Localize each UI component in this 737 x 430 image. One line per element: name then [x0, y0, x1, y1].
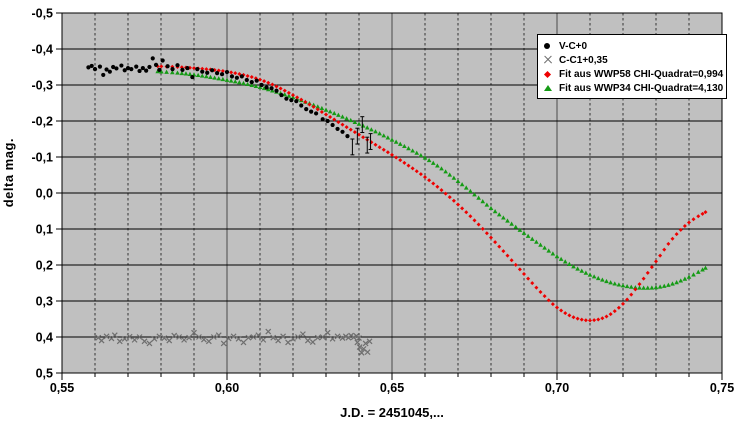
svg-text:0,1: 0,1	[36, 223, 53, 237]
series-fit-wwp34	[155, 69, 708, 290]
legend-item-fit-wwp34: Fit aus WWP34 CHI-Quadrat=4,130	[544, 81, 724, 95]
svg-text:-0,4: -0,4	[31, 43, 53, 57]
error-bars	[350, 116, 373, 156]
series-v-c-points	[86, 56, 350, 139]
svg-text:0,75: 0,75	[710, 381, 734, 395]
x-axis-title: J.D. = 2451045,...	[340, 405, 444, 420]
y-axis-title: delta mag.	[1, 138, 16, 208]
y-axis-ticks	[56, 12, 62, 374]
svg-text:0,2: 0,2	[36, 259, 53, 273]
triangle-marker-icon	[544, 83, 557, 93]
legend-label: C-C1+0,35	[559, 54, 608, 66]
svg-text:-0,2: -0,2	[31, 115, 53, 129]
legend-item-v-c: V-C+0	[544, 39, 724, 53]
svg-text:-0,1: -0,1	[31, 151, 53, 165]
y-tick-labels: -0,5 -0,4 -0,3 -0,2 -0,1 0,0 0,1 0,2 0,3 0,4 0,5	[31, 7, 53, 381]
svg-text:0,4: 0,4	[36, 331, 53, 345]
svg-text:0,70: 0,70	[545, 381, 569, 395]
svg-text:0,55: 0,55	[50, 381, 74, 395]
svg-text:0,0: 0,0	[36, 187, 53, 201]
legend-label: Fit aus WWP34 CHI-Quadrat=4,130	[559, 82, 724, 94]
series-c-c1-points	[95, 328, 373, 356]
x-axis-ticks	[61, 373, 723, 380]
legend-item-fit-wwp58: Fit aus WWP58 CHI-Quadrat=0,994	[543, 67, 724, 81]
circle-marker-icon	[544, 41, 557, 51]
svg-text:0,60: 0,60	[215, 381, 239, 395]
x-marker-icon	[544, 55, 557, 65]
legend-label: V-C+0	[559, 40, 588, 52]
svg-text:-0,5: -0,5	[31, 7, 53, 21]
diamond-marker-icon	[543, 69, 557, 79]
legend-item-c-c1: C-C1+0,35	[544, 53, 724, 67]
svg-text:0,5: 0,5	[36, 367, 53, 381]
svg-text:0,65: 0,65	[380, 381, 404, 395]
legend: V-C+0 C-C1+0,35 Fit aus WWP58 CHI-Quadra…	[537, 34, 727, 99]
x-tick-labels: 0,55 0,60 0,65 0,70 0,75	[50, 381, 734, 395]
svg-text:0,3: 0,3	[36, 295, 53, 309]
legend-label: Fit aus WWP58 CHI-Quadrat=0,994	[559, 68, 724, 80]
svg-text:-0,3: -0,3	[31, 79, 53, 93]
